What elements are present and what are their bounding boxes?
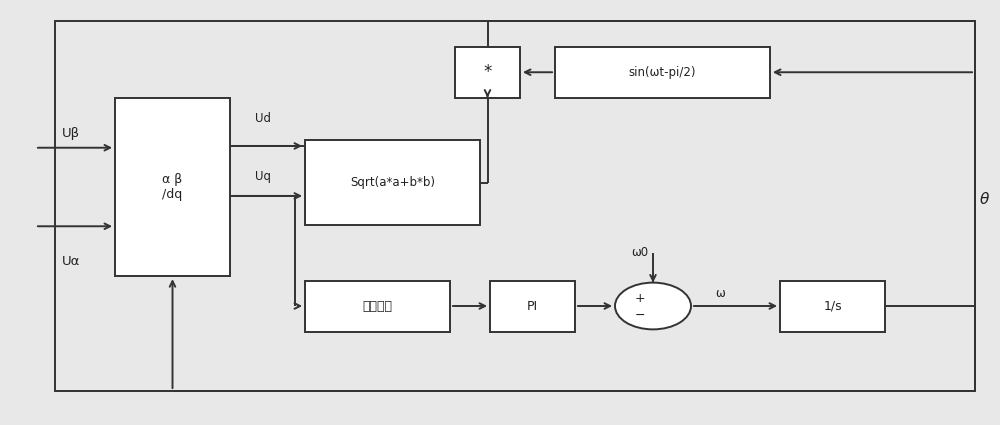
Bar (555, 47, 770, 98)
Text: −: − (634, 309, 645, 322)
Text: α β
/dq: α β /dq (162, 173, 183, 201)
Text: Uq: Uq (255, 170, 271, 183)
Bar (55, 21, 975, 391)
Bar (490, 280, 575, 332)
Text: Uβ: Uβ (62, 128, 80, 140)
Text: Sqrt(a*a+b*b): Sqrt(a*a+b*b) (350, 176, 435, 189)
Bar (115, 98, 230, 276)
Text: *: * (483, 63, 492, 81)
Bar (455, 47, 520, 98)
Text: ω0: ω0 (631, 246, 649, 259)
Text: Uα: Uα (62, 255, 80, 268)
Ellipse shape (615, 283, 691, 329)
Text: Ud: Ud (255, 113, 271, 125)
Bar (305, 140, 480, 225)
Bar (780, 280, 885, 332)
Text: 1/s: 1/s (823, 300, 842, 312)
Text: +: + (634, 292, 645, 306)
Text: sin(ωt-pi/2): sin(ωt-pi/2) (629, 66, 696, 79)
Bar (305, 280, 450, 332)
Text: PI: PI (527, 300, 538, 312)
Text: 低通滤波: 低通滤波 (362, 300, 392, 312)
Text: θ: θ (980, 192, 989, 207)
Text: ω: ω (715, 287, 725, 300)
